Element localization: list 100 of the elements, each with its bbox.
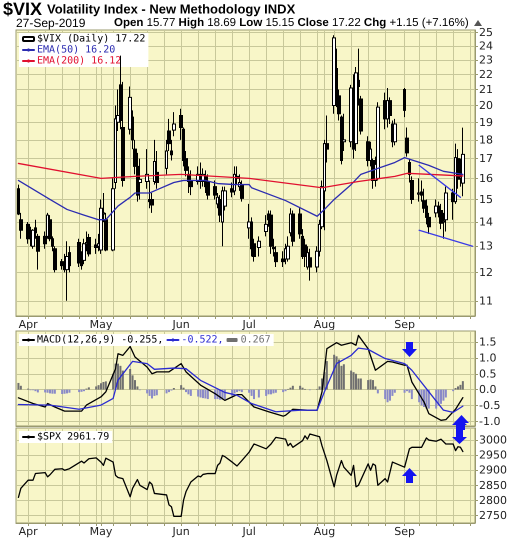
bar (190, 390, 192, 396)
bar (119, 366, 122, 390)
chart-title: $VIX Volatility Index - New Methodology INDX (3, 0, 296, 19)
bar (78, 390, 80, 392)
bar (236, 390, 238, 392)
bar (206, 390, 209, 400)
bar (17, 382, 20, 390)
bar (49, 390, 51, 394)
bar (258, 390, 260, 398)
legend-label: $VIX (Daily) 17.22 (37, 34, 146, 44)
bar (153, 390, 156, 396)
candlestick (153, 139, 156, 186)
x-tick-label: Sep (394, 318, 415, 331)
bar (36, 390, 39, 392)
bar (404, 390, 406, 393)
candlestick (199, 162, 202, 190)
x-tick-label: Jul (242, 318, 256, 331)
y-tick-label: 3000 (479, 434, 507, 447)
bar (146, 390, 148, 394)
bar (185, 390, 187, 392)
bar (372, 380, 374, 390)
bar (384, 390, 386, 400)
bar (250, 390, 253, 396)
bar (360, 378, 362, 390)
bar (68, 390, 70, 393)
y-tick-label: -0.5 (479, 398, 500, 412)
x-tick-label: Aug (314, 318, 336, 331)
bar (20, 386, 22, 390)
y-tick-label: 2900 (479, 464, 507, 477)
bar (274, 390, 277, 393)
candlestick (189, 170, 193, 196)
candlestick (405, 126, 409, 158)
bar (166, 390, 168, 394)
y-tick-label: 1.0 (479, 351, 496, 364)
x-tick-label: Apr (18, 318, 38, 331)
bar (202, 390, 204, 398)
bar (95, 386, 98, 390)
bar (156, 390, 158, 396)
bar (98, 385, 100, 390)
candlestick (417, 178, 421, 202)
bar (394, 390, 396, 393)
bar (51, 390, 54, 394)
x-tick-label: Apr (18, 525, 38, 538)
y-tick-label: 0.0 (479, 383, 496, 396)
bar (410, 390, 413, 400)
bar (376, 390, 379, 394)
y-tick-label: 24 (479, 39, 493, 52)
legend-label: MACD(12,26,9) -0.255, (37, 334, 164, 346)
bar (386, 390, 389, 402)
bar (46, 390, 49, 393)
bar (180, 385, 182, 390)
bar (342, 364, 345, 390)
y-tick-label: 19 (479, 116, 493, 129)
x-tick-label: Jun (172, 318, 190, 331)
bar (187, 390, 190, 394)
bar (54, 390, 56, 394)
legend-label: $SPX 2961.79 (37, 432, 110, 442)
bar (350, 370, 352, 390)
bar (292, 386, 294, 390)
x-tick-label: Sep (394, 525, 415, 538)
bar (265, 390, 268, 396)
y-tick-label: 13 (479, 240, 493, 253)
legend-label: -0.522, (181, 334, 224, 346)
x-tick-label: May (90, 318, 113, 331)
y-tick-label: 1.5 (479, 336, 496, 349)
y-tick-label: 20 (479, 99, 493, 112)
line-series (18, 162, 464, 188)
line-series (18, 156, 464, 220)
bar (442, 390, 444, 401)
bar (444, 390, 447, 398)
bar (270, 390, 272, 394)
candlestick (206, 174, 210, 200)
bar (168, 390, 170, 392)
y-tick-label: 16 (479, 172, 493, 185)
bar (240, 390, 243, 392)
candlestick (386, 88, 389, 128)
bar (197, 390, 200, 397)
y-tick-label: -1.0 (479, 414, 500, 428)
bar (200, 390, 202, 398)
text: Open 15.77 High 18.69 Low 15.15 Close 17.22 Chg +1.15 (+7.16%) (114, 17, 469, 29)
bar (389, 390, 391, 401)
y-tick-label: 0.5 (479, 367, 496, 380)
y-tick-label: 2800 (479, 494, 507, 507)
bar (100, 383, 102, 390)
y-tick-label: 2750 (479, 508, 507, 522)
legend-label: EMA(50) 16.20 (37, 44, 116, 56)
x-tick-label: Jun (172, 525, 190, 538)
bar (370, 379, 372, 390)
bar (338, 360, 340, 390)
y-tick-label: 21 (479, 83, 493, 96)
bar (66, 390, 68, 394)
candlestick (172, 112, 176, 137)
y-tick-label: 12 (479, 266, 493, 279)
chart-subtitle: 27-Sep-2019 (16, 16, 86, 30)
bar (457, 386, 459, 390)
candlestick (393, 118, 397, 146)
candlestick (403, 88, 406, 118)
y-tick-label: 17 (479, 152, 493, 166)
candlestick (286, 236, 290, 262)
bar (268, 390, 270, 394)
